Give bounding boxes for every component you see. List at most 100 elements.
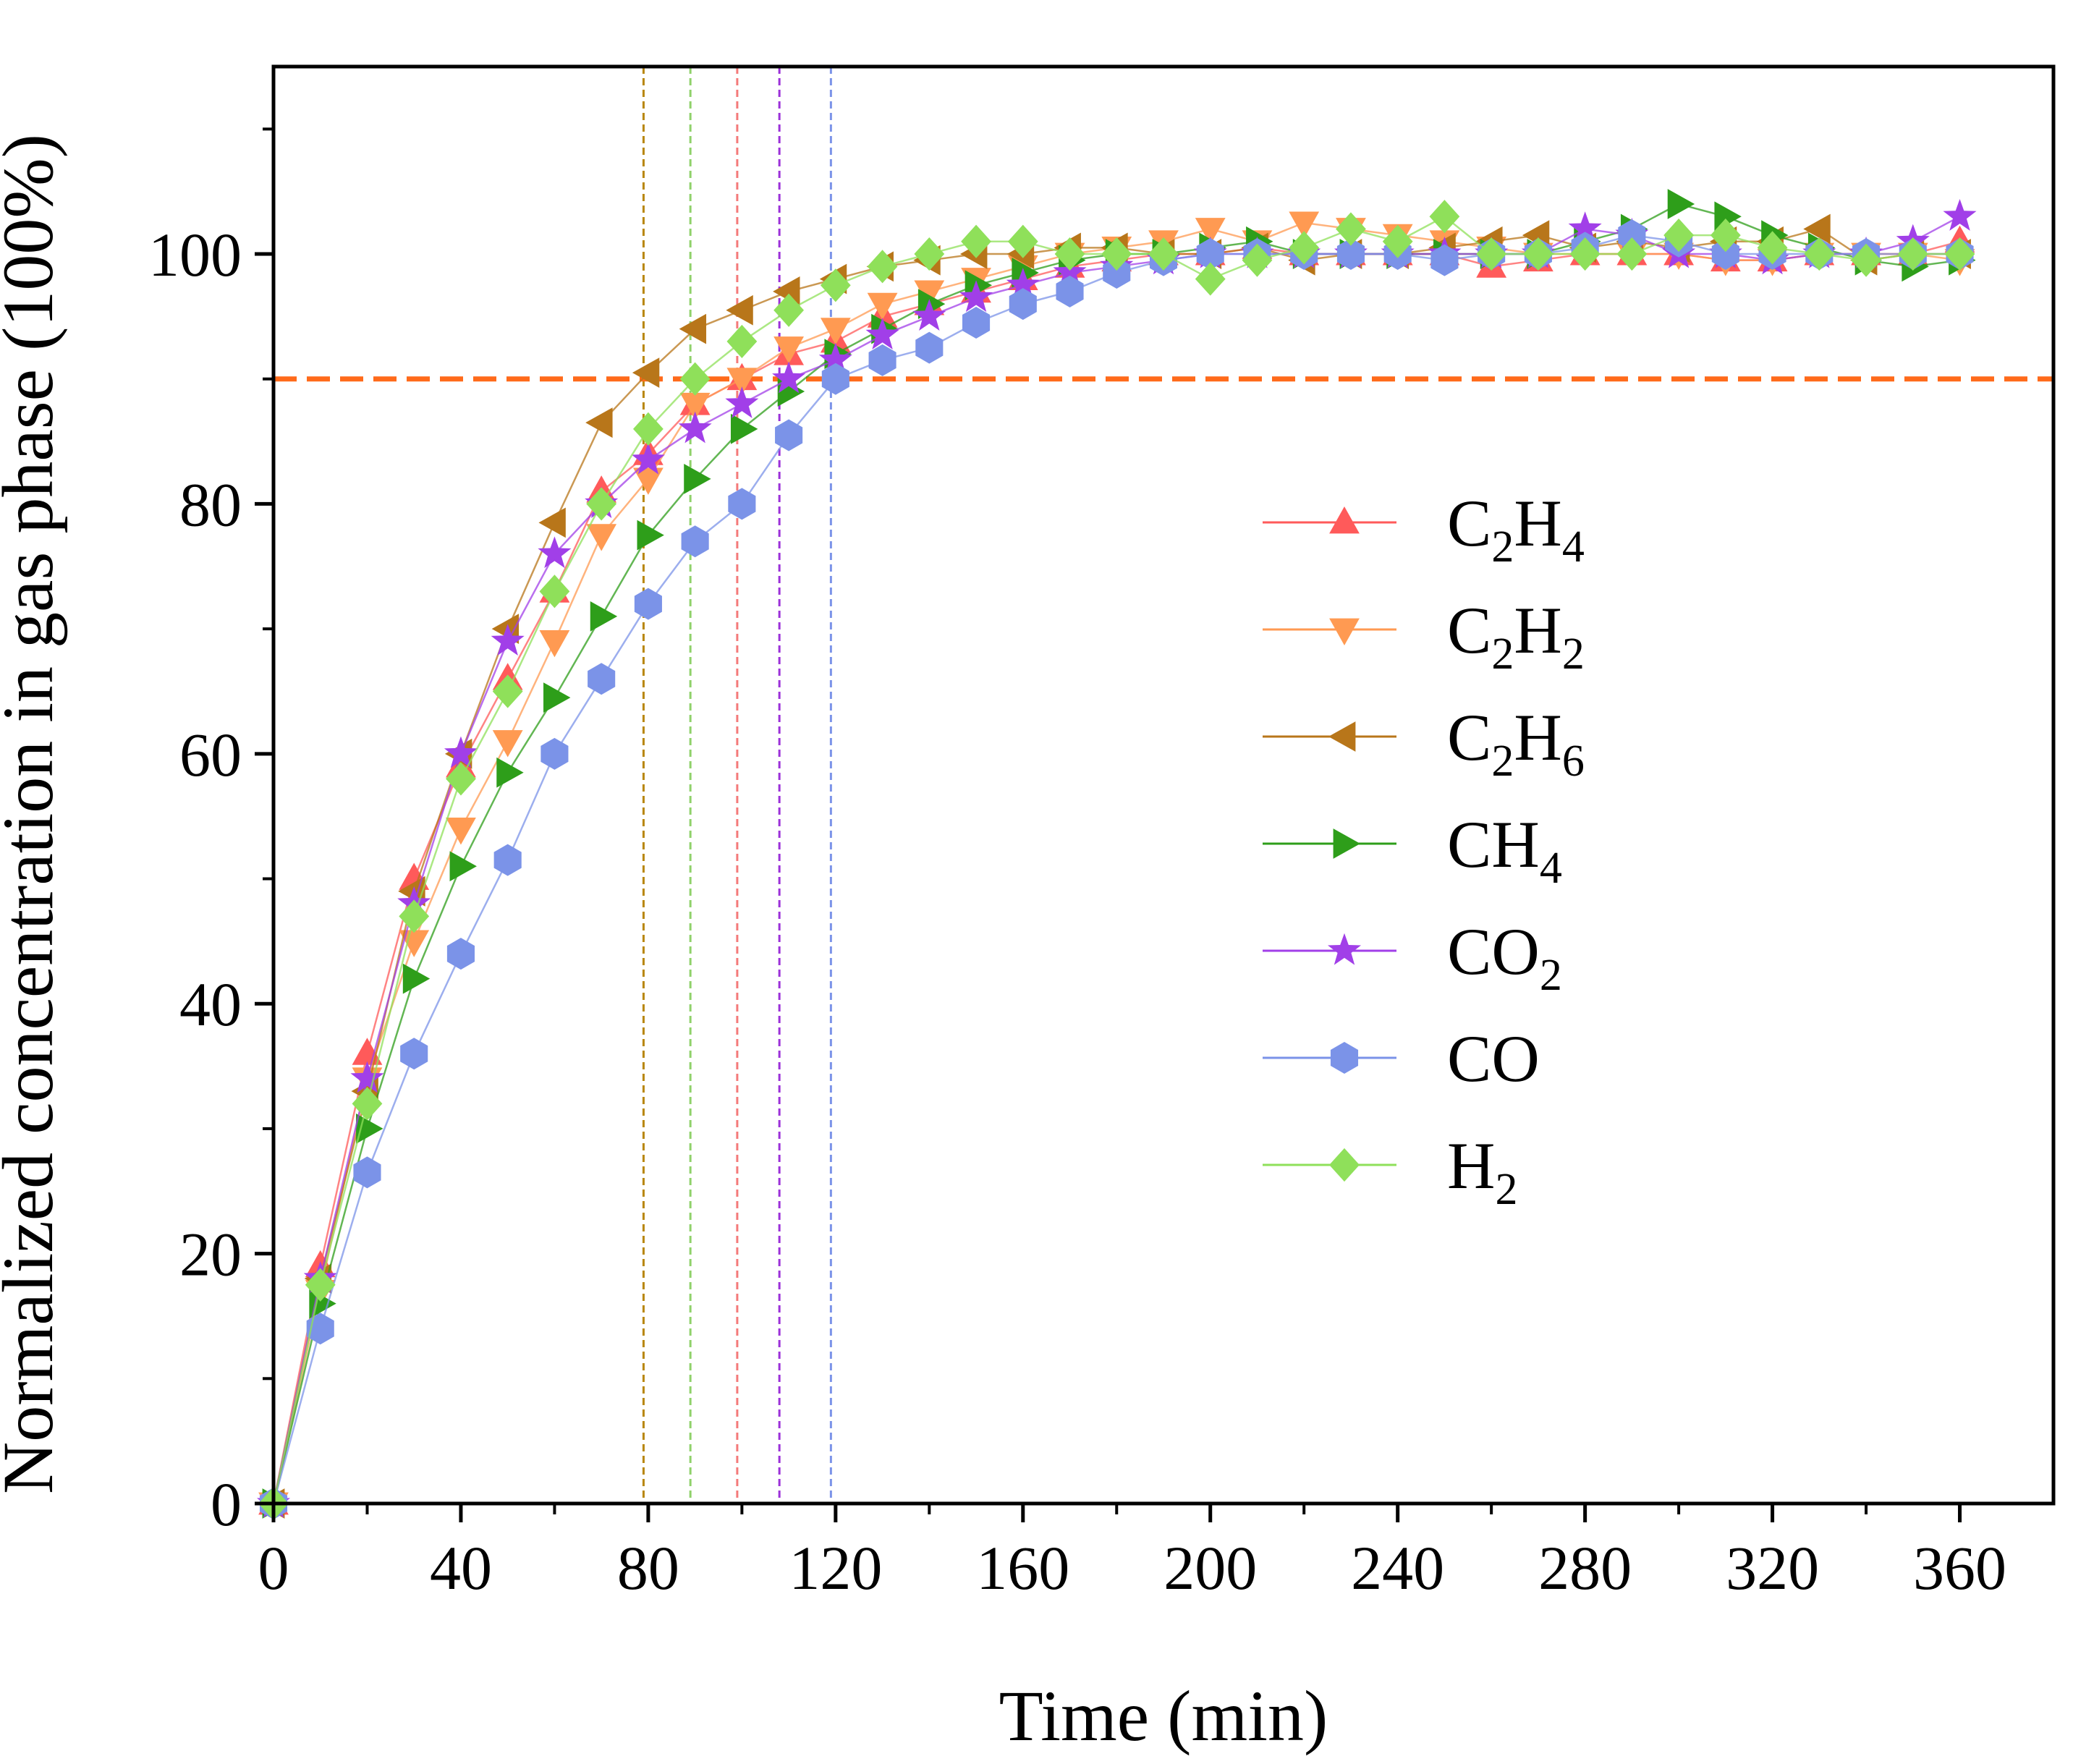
data-point xyxy=(1430,244,1459,276)
data-point xyxy=(353,1156,381,1189)
data-point xyxy=(865,318,899,349)
data-point xyxy=(1803,213,1831,245)
data-point xyxy=(1148,237,1179,271)
data-point xyxy=(590,601,618,632)
x-tick-label: 240 xyxy=(1351,1533,1444,1603)
data-point xyxy=(538,507,566,538)
data-point xyxy=(684,463,711,494)
legend-subscript: 2 xyxy=(1562,629,1585,679)
data-point xyxy=(1056,275,1084,308)
data-point xyxy=(820,268,851,302)
data-point xyxy=(1618,219,1646,252)
data-point xyxy=(1101,237,1132,271)
data-point xyxy=(350,1061,384,1093)
legend-item-CO: CO xyxy=(1263,1022,1540,1095)
data-point xyxy=(1195,262,1226,296)
data-point xyxy=(961,224,991,258)
legend-item-CH4: CH4 xyxy=(1263,807,1562,893)
data-point xyxy=(725,386,759,418)
legend-label: CO xyxy=(1447,1022,1540,1095)
plot-frame xyxy=(271,64,2056,1506)
data-point xyxy=(305,1268,336,1302)
legend-label: C2H2 xyxy=(1447,593,1585,679)
data-point xyxy=(1242,243,1273,277)
data-point xyxy=(1667,189,1695,219)
data-point xyxy=(539,574,570,609)
data-point xyxy=(1804,237,1835,271)
data-point xyxy=(1944,237,1975,271)
data-point xyxy=(352,1087,383,1121)
data-point xyxy=(1330,1042,1359,1074)
data-point xyxy=(538,536,572,569)
legend-subscript: 2 xyxy=(1491,522,1514,572)
data-point xyxy=(1663,219,1695,253)
data-point xyxy=(1007,224,1038,258)
data-point xyxy=(1103,256,1131,289)
data-point xyxy=(820,318,851,345)
legend-label: H2 xyxy=(1447,1129,1517,1214)
data-point xyxy=(1196,238,1224,271)
legend-text: H xyxy=(1447,1129,1495,1203)
legend-text: C xyxy=(1447,700,1491,774)
data-point xyxy=(444,736,478,768)
data-point xyxy=(400,1038,428,1070)
x-tick-label: 200 xyxy=(1163,1533,1257,1603)
data-point xyxy=(540,737,569,770)
data-point xyxy=(1336,238,1365,271)
legend-text: C xyxy=(1447,593,1491,667)
legend-label: CH4 xyxy=(1447,807,1562,893)
legend-text: H xyxy=(1514,486,1561,560)
data-point xyxy=(1851,243,1881,277)
data-point xyxy=(1569,237,1601,271)
data-point xyxy=(1329,618,1360,645)
data-point xyxy=(492,674,523,708)
legend-item-C2H2: C2H2 xyxy=(1263,593,1585,679)
data-point xyxy=(1757,231,1788,265)
data-point xyxy=(631,442,665,475)
data-point xyxy=(772,361,806,394)
data-point xyxy=(1289,231,1320,265)
x-tick-label: 40 xyxy=(430,1533,492,1603)
data-point xyxy=(914,237,945,271)
data-point xyxy=(586,487,617,521)
legend-text: CH xyxy=(1447,807,1540,881)
axes: 0 40 80 120 160 200 240 280 320 360 0 20 40 60 80 100 xyxy=(148,127,2006,1603)
legend-text: H xyxy=(1514,700,1561,774)
legend-subscript: 6 xyxy=(1562,737,1585,786)
data-point xyxy=(1476,237,1507,271)
legend-label: C2H4 xyxy=(1447,486,1585,572)
y-tick-label: 80 xyxy=(179,470,242,539)
data-point xyxy=(1943,199,1977,231)
legend-item-C2H4: C2H4 xyxy=(1263,486,1585,572)
data-point xyxy=(728,488,756,520)
x-axis-title: Time (min) xyxy=(999,1676,1328,1756)
x-tick-label: 0 xyxy=(258,1533,289,1603)
legend-text: H xyxy=(1514,593,1561,667)
data-point xyxy=(543,682,571,713)
data-point xyxy=(1289,211,1320,239)
y-tick-label: 40 xyxy=(179,970,242,1039)
data-point xyxy=(821,362,849,395)
data-point xyxy=(1054,237,1085,271)
data-point xyxy=(726,368,758,395)
data-point xyxy=(588,663,616,695)
data-point xyxy=(496,757,524,788)
data-point xyxy=(1336,212,1366,246)
data-point xyxy=(586,524,617,551)
legend-text: CO xyxy=(1447,915,1540,988)
data-point xyxy=(585,407,613,438)
legend-item-CO2: CO2 xyxy=(1263,915,1562,1000)
data-point xyxy=(679,313,707,344)
data-point xyxy=(773,336,805,364)
legend-text: C xyxy=(1447,486,1491,560)
data-point xyxy=(775,419,803,451)
legend-subscript: 4 xyxy=(1562,522,1585,572)
data-point xyxy=(637,520,664,551)
legend-text: CO xyxy=(1447,1022,1540,1095)
data-point xyxy=(1328,721,1356,752)
data-point xyxy=(634,588,662,620)
data-point xyxy=(1006,268,1040,300)
